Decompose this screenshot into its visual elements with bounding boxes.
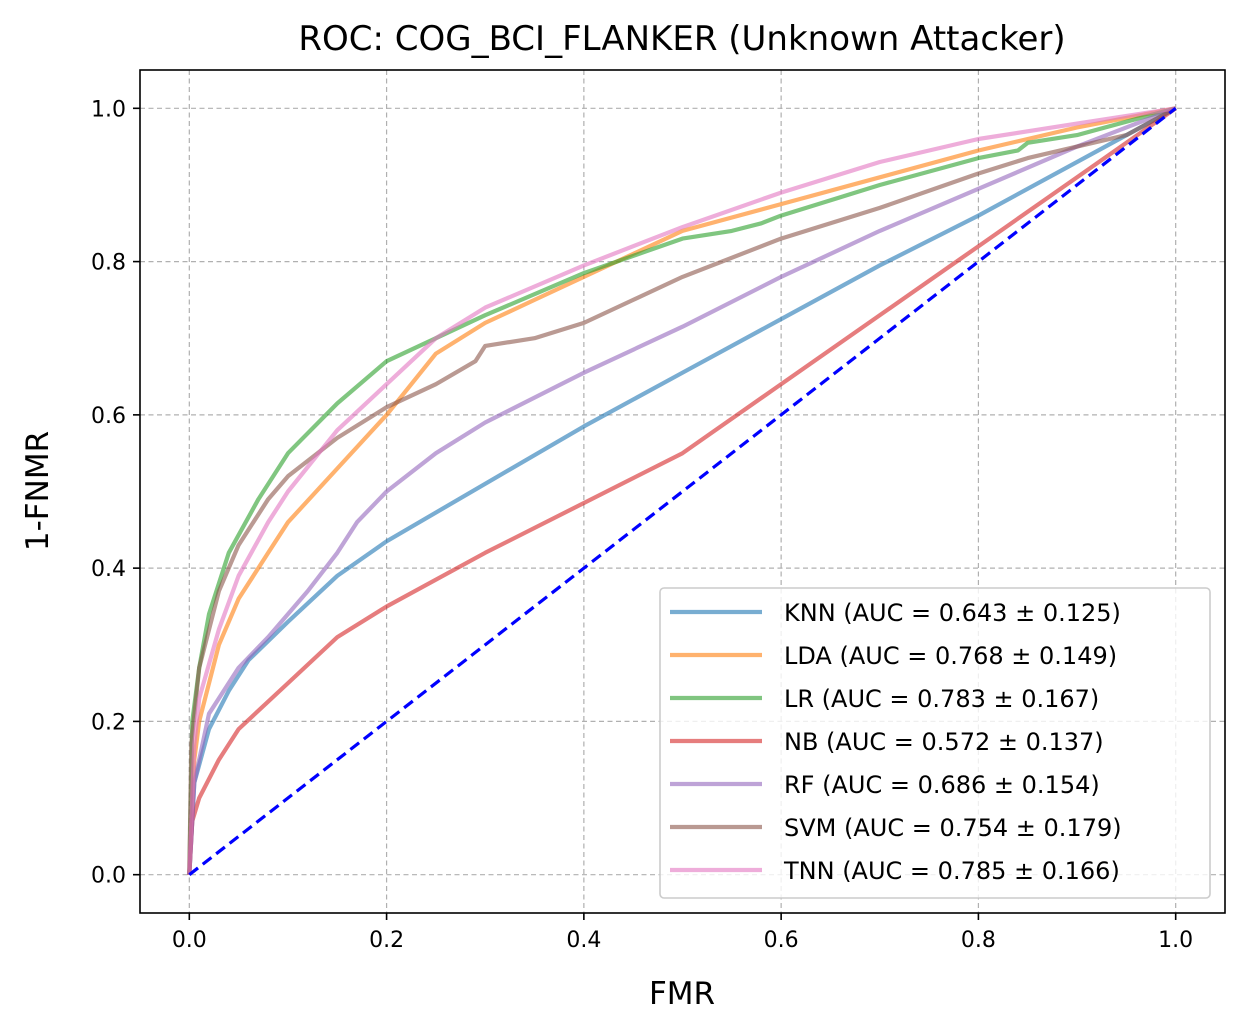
plot-area xyxy=(187,106,1177,876)
x-tick-label: 0.2 xyxy=(369,928,404,953)
series-line-knn xyxy=(187,106,1177,875)
legend-label-knn: KNN (AUC = 0.643 ± 0.125) xyxy=(784,599,1121,627)
series-line-svm xyxy=(187,106,1177,875)
chart-title: ROC: COG_BCI_FLANKER (Unknown Attacker) xyxy=(298,19,1065,59)
legend-label-svm: SVM (AUC = 0.754 ± 0.179) xyxy=(784,814,1122,842)
series-line-nb xyxy=(187,106,1177,875)
legend-label-lr: LR (AUC = 0.783 ± 0.167) xyxy=(784,685,1099,713)
x-tick-label: 0.6 xyxy=(764,928,799,953)
legend-label-tnn: TNN (AUC = 0.785 ± 0.166) xyxy=(783,857,1120,885)
y-tick-label: 0.0 xyxy=(91,864,126,889)
y-axis-label: 1-FNMR xyxy=(20,431,56,551)
x-tick-label: 1.0 xyxy=(1158,928,1193,953)
axes-frame xyxy=(139,69,1226,914)
x-tick-label: 0.8 xyxy=(961,928,996,953)
series-line-rf xyxy=(187,106,1177,875)
series-line-tnn xyxy=(187,106,1177,875)
legend-entries: KNN (AUC = 0.643 ± 0.125) LDA (AUC = 0.76… xyxy=(670,599,1122,885)
legend-box xyxy=(659,587,1211,899)
legend-label-rf: RF (AUC = 0.686 ± 0.154) xyxy=(784,771,1100,799)
y-tick-label: 0.6 xyxy=(91,404,126,429)
x-axis-label: FMR xyxy=(649,976,715,1012)
y-tick-label: 1.0 xyxy=(91,97,126,122)
legend-label-nb: NB (AUC = 0.572 ± 0.137) xyxy=(784,728,1104,756)
x-tick-label: 0.4 xyxy=(566,928,601,953)
series-line-lr xyxy=(187,106,1177,875)
x-tick-label: 0.0 xyxy=(172,928,207,953)
y-tick-label: 0.8 xyxy=(91,251,126,276)
y-tick-label: 0.4 xyxy=(91,557,126,582)
series-line-lda xyxy=(187,106,1177,875)
y-tick-label: 0.2 xyxy=(91,710,126,735)
chance-line xyxy=(188,107,1177,876)
legend: KNN (AUC = 0.643 ± 0.125) LDA (AUC = 0.76… xyxy=(659,587,1211,899)
legend-label-lda: LDA (AUC = 0.768 ± 0.149) xyxy=(784,642,1117,670)
grid xyxy=(140,70,1225,913)
axis-ticks: 0.0 0.2 0.4 0.6 0.8 1.0 0.0 0.2 0.4 0.6 0.8 1.0 xyxy=(91,97,1193,953)
